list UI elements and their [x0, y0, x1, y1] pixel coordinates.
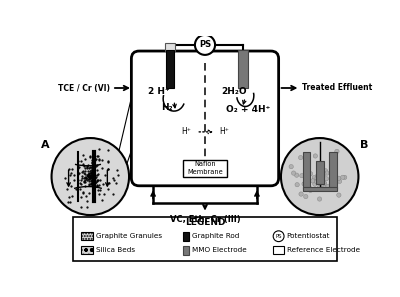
Bar [166, 50, 174, 88]
Circle shape [330, 163, 334, 168]
Circle shape [312, 176, 316, 180]
Bar [316, 161, 324, 184]
Circle shape [281, 138, 358, 215]
Text: VC, Eth, Cr (III): VC, Eth, Cr (III) [170, 215, 240, 224]
Text: Reference Electrode: Reference Electrode [287, 247, 360, 253]
Circle shape [313, 182, 317, 186]
Text: H⁺: H⁺ [219, 127, 229, 136]
Text: PS: PS [275, 234, 282, 239]
Circle shape [304, 195, 308, 199]
Circle shape [306, 173, 310, 178]
Circle shape [317, 174, 321, 179]
Circle shape [322, 172, 326, 176]
Circle shape [299, 192, 303, 196]
Circle shape [308, 172, 313, 176]
Text: Treated Effluent: Treated Effluent [302, 83, 372, 92]
Text: PS: PS [199, 40, 211, 49]
Text: H⁺: H⁺ [181, 127, 191, 136]
Text: Graphite Rod: Graphite Rod [192, 233, 239, 239]
Circle shape [313, 179, 317, 184]
Circle shape [319, 184, 323, 188]
Circle shape [317, 185, 322, 189]
Bar [81, 232, 94, 241]
Circle shape [306, 168, 310, 172]
Circle shape [308, 187, 312, 191]
Circle shape [316, 178, 320, 183]
Circle shape [329, 177, 334, 181]
Circle shape [320, 178, 324, 182]
Circle shape [320, 187, 325, 191]
Circle shape [337, 193, 341, 197]
Bar [166, 43, 175, 51]
Circle shape [322, 180, 326, 185]
Text: Potentiostat: Potentiostat [286, 233, 330, 239]
Circle shape [273, 231, 284, 242]
Circle shape [315, 176, 319, 181]
Bar [73, 217, 337, 261]
Circle shape [336, 176, 341, 180]
Circle shape [302, 182, 306, 186]
Text: Graphite Granules: Graphite Granules [96, 233, 163, 239]
Bar [238, 50, 248, 88]
Circle shape [195, 35, 215, 55]
Circle shape [300, 173, 304, 178]
Text: MMO Electrode: MMO Electrode [192, 247, 246, 253]
Bar [183, 246, 189, 255]
Bar [81, 246, 94, 254]
Text: Nafion
Membrane: Nafion Membrane [187, 161, 223, 175]
Text: Silica Beds: Silica Beds [96, 247, 136, 253]
Text: 2H₂O: 2H₂O [222, 87, 247, 96]
Circle shape [337, 179, 342, 184]
Circle shape [306, 164, 311, 168]
Text: 2 H⁺: 2 H⁺ [148, 87, 169, 96]
Circle shape [322, 181, 327, 186]
Circle shape [314, 180, 319, 184]
Circle shape [317, 197, 322, 201]
Circle shape [298, 155, 303, 160]
Text: A: A [41, 140, 50, 150]
Circle shape [320, 175, 324, 179]
Circle shape [335, 149, 339, 154]
Circle shape [318, 172, 322, 176]
Circle shape [295, 183, 299, 187]
Circle shape [313, 154, 318, 158]
Text: LEGEND: LEGEND [185, 218, 225, 227]
Circle shape [303, 163, 308, 168]
FancyBboxPatch shape [131, 51, 279, 186]
Circle shape [52, 138, 129, 215]
Bar [329, 152, 337, 189]
Circle shape [324, 176, 328, 181]
Text: H₂: H₂ [161, 103, 173, 112]
Circle shape [319, 179, 324, 184]
Text: B: B [360, 140, 368, 150]
Text: O₂ + 4H⁺: O₂ + 4H⁺ [226, 105, 270, 114]
Circle shape [321, 184, 326, 189]
Circle shape [310, 179, 315, 183]
Bar [183, 232, 189, 241]
Circle shape [316, 173, 320, 178]
Bar [303, 187, 337, 191]
Circle shape [326, 184, 330, 188]
Circle shape [289, 165, 293, 169]
Circle shape [308, 188, 312, 192]
Circle shape [316, 174, 321, 178]
Circle shape [302, 182, 307, 186]
Circle shape [331, 167, 335, 171]
Circle shape [325, 171, 329, 175]
Circle shape [292, 171, 296, 175]
Text: TCE / Cr (VI): TCE / Cr (VI) [58, 83, 110, 92]
Bar [182, 159, 228, 176]
Bar [273, 246, 284, 254]
Circle shape [318, 174, 322, 179]
Circle shape [319, 172, 324, 176]
Circle shape [342, 175, 347, 179]
Circle shape [323, 169, 328, 173]
Circle shape [341, 175, 345, 179]
Circle shape [294, 173, 299, 177]
Bar [303, 152, 310, 189]
